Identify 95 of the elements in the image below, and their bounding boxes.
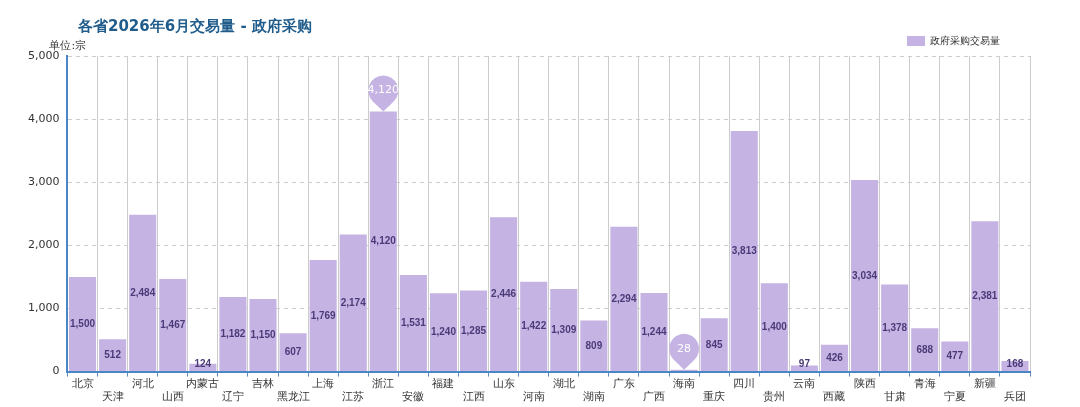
- x-tick-label: 浙江: [372, 377, 395, 391]
- data-label: 607: [284, 346, 302, 358]
- x-tick-label: 西藏: [823, 390, 846, 404]
- legend-label: 政府采购交易量: [930, 34, 1000, 46]
- data-label: 2,294: [611, 292, 637, 304]
- x-tick-label: 江西: [462, 390, 485, 404]
- annotation: 28: [677, 341, 692, 355]
- data-label: 845: [705, 338, 723, 350]
- bar: [851, 180, 879, 372]
- x-tick-label: 北京: [71, 377, 94, 391]
- data-label: 477: [946, 350, 964, 362]
- x-tick-label: 贵州: [763, 390, 786, 404]
- data-label: 3,034: [852, 269, 878, 281]
- y-tick-label: 4,000: [27, 111, 60, 125]
- x-tick-label: 江苏: [342, 390, 365, 404]
- bar: [550, 288, 578, 372]
- bar: [760, 283, 788, 372]
- data-label: 1,769: [310, 309, 337, 321]
- y-tick-label: 2,000: [27, 238, 60, 252]
- x-tick-label: 内蒙古: [186, 377, 220, 391]
- x-tick-label: 云南: [793, 377, 816, 391]
- bar: [971, 221, 999, 372]
- x-tick-label: 广西: [643, 390, 666, 404]
- x-tick-label: 海南: [673, 377, 696, 391]
- data-label: 426: [826, 351, 844, 363]
- x-tick-label: 宁夏: [943, 390, 966, 404]
- x-tick-label: 山东: [492, 377, 515, 391]
- x-tick-label: 重庆: [703, 390, 726, 404]
- data-label: 1,400: [761, 321, 788, 333]
- x-tick-label: 青海: [913, 377, 936, 391]
- x-tick-label: 河南: [522, 390, 545, 404]
- data-label: 1,285: [461, 324, 487, 336]
- data-label: 1,422: [521, 320, 547, 332]
- data-label: 1,150: [250, 329, 276, 341]
- x-tick-label: 甘肃: [883, 390, 906, 404]
- y-tick-label: 1,000: [27, 301, 60, 315]
- bar: [339, 234, 367, 372]
- data-label: 2,446: [491, 288, 517, 300]
- x-tick-label: 湖北: [552, 377, 575, 391]
- bar: [399, 274, 427, 372]
- bar: [309, 259, 337, 372]
- data-label: 1,500: [70, 318, 96, 330]
- x-tick-label: 吉林: [252, 377, 274, 391]
- bar: [279, 333, 307, 372]
- x-tick-label: 广东: [612, 377, 635, 391]
- bar: [520, 281, 548, 372]
- data-label: 1,531: [400, 317, 427, 329]
- x-tick-label: 安徽: [402, 390, 425, 404]
- bar: [580, 320, 608, 372]
- x-tick-label: 辽宁: [221, 390, 244, 404]
- x-tick-label: 兵团: [1003, 390, 1026, 404]
- bar: [69, 276, 97, 372]
- y-tick-label: 3,000: [27, 175, 60, 189]
- x-tick-label: 天津: [101, 390, 124, 404]
- data-label: 124: [194, 358, 212, 370]
- data-label: 512: [104, 349, 122, 361]
- x-tick-label: 四川: [733, 377, 756, 391]
- data-label: 4,120: [370, 235, 397, 247]
- data-label: 1,240: [430, 326, 457, 338]
- bar: [730, 130, 758, 372]
- data-label: 1,309: [551, 324, 577, 336]
- bar: [490, 217, 518, 372]
- bar: [429, 293, 458, 372]
- chart-title: 各省2026年6月交易量 - 政府采购: [78, 17, 312, 36]
- data-label: 2,484: [130, 286, 156, 298]
- bar: [219, 296, 247, 372]
- data-label: 1,244: [641, 326, 667, 338]
- bar: [790, 365, 818, 372]
- data-label: 97: [798, 358, 811, 370]
- data-label: 1,182: [220, 328, 246, 340]
- bar: [460, 290, 488, 372]
- y-tick-label: 0: [52, 364, 60, 378]
- data-label: 1,378: [882, 321, 908, 333]
- bar: [881, 284, 909, 372]
- bar: [129, 214, 157, 372]
- data-label: 3,813: [731, 245, 758, 257]
- annotation: 4,120: [367, 83, 400, 97]
- bar: [159, 279, 187, 372]
- data-label: 1,467: [160, 319, 186, 331]
- x-tick-label: 山西: [161, 390, 184, 404]
- x-tick-label: 福建: [432, 377, 455, 391]
- x-tick-label: 陕西: [853, 377, 876, 391]
- data-label: 2,174: [340, 296, 367, 308]
- bar: [249, 299, 277, 372]
- bar: [610, 226, 638, 372]
- y-tick-label: 5,000: [27, 48, 60, 62]
- x-tick-label: 新疆: [973, 377, 996, 391]
- x-tick-label: 湖南: [582, 390, 605, 404]
- x-tick-label: 黑龙江: [276, 390, 310, 404]
- data-label: 809: [585, 339, 603, 351]
- data-label: 2,381: [972, 290, 998, 302]
- x-tick-label: 河北: [131, 377, 154, 391]
- data-label: 688: [916, 343, 934, 355]
- x-tick-label: 上海: [312, 377, 335, 391]
- data-label: 168: [1006, 358, 1024, 370]
